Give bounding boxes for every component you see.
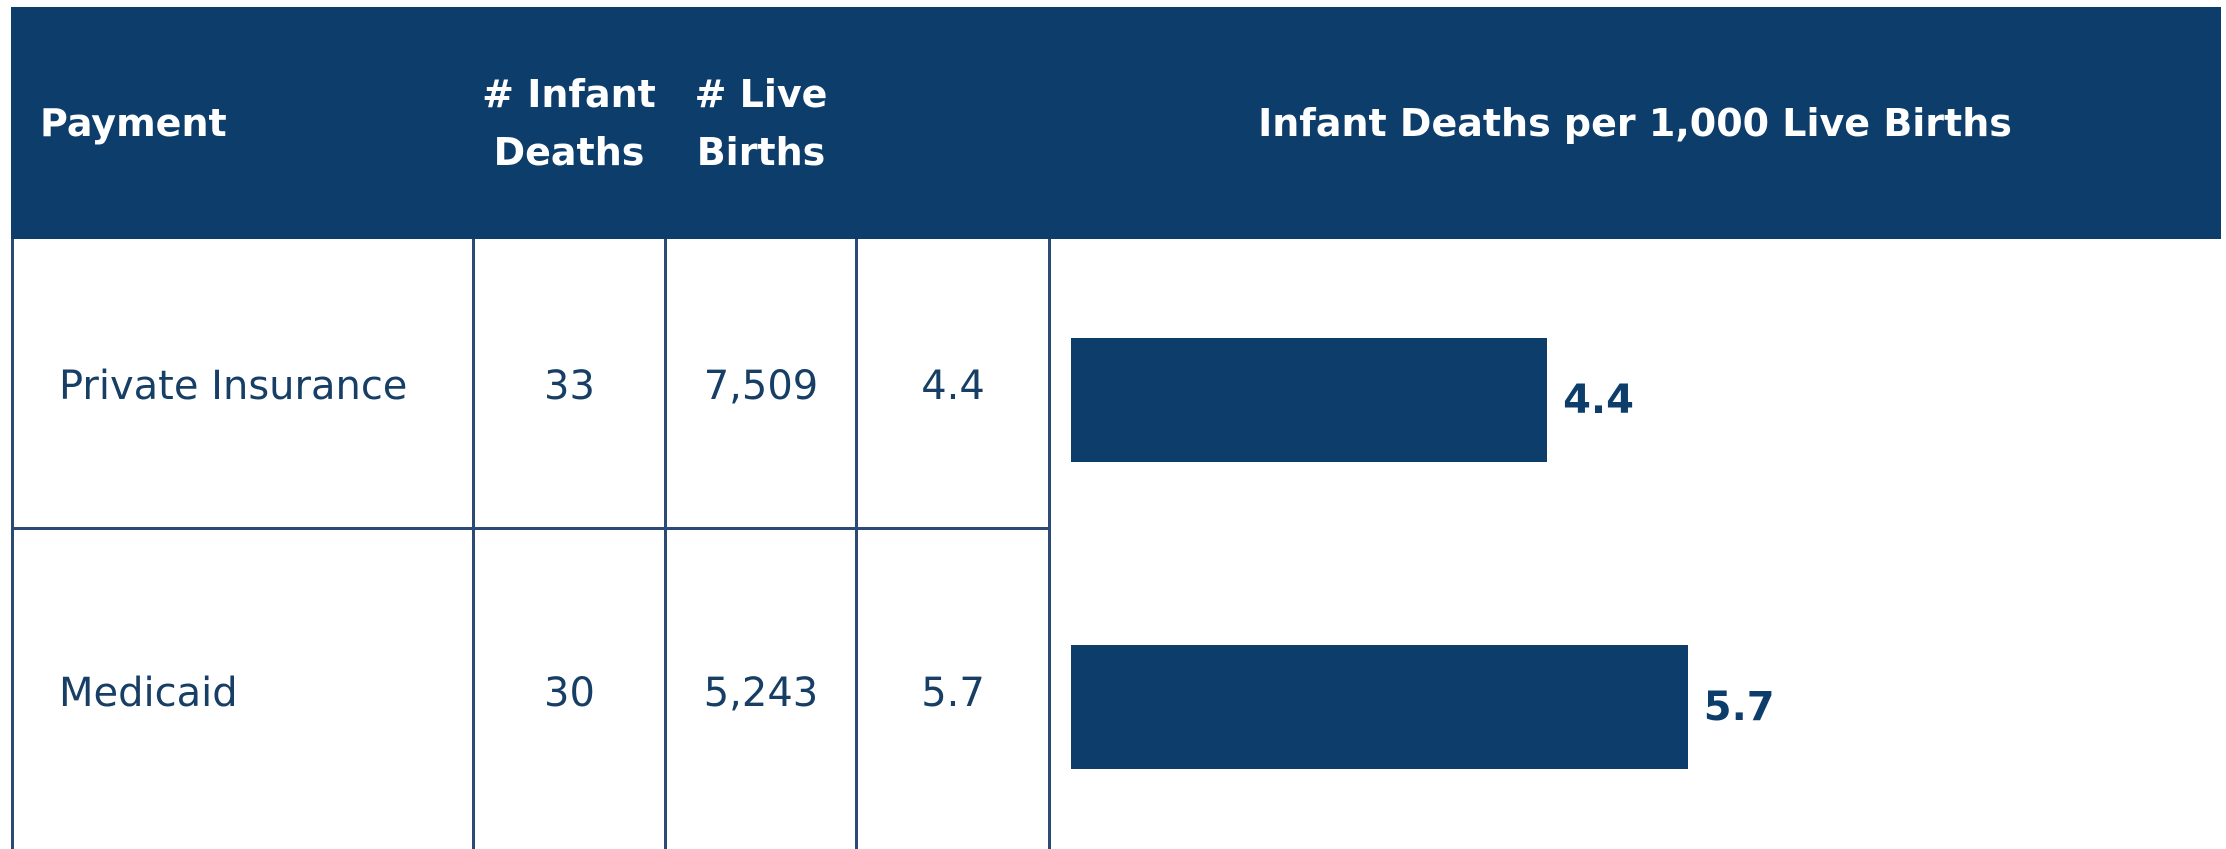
- column-divider: [855, 239, 858, 849]
- column-divider: [472, 239, 475, 849]
- row-label: Private Insurance: [59, 363, 408, 409]
- row-label: Medicaid: [59, 670, 238, 716]
- cell-infant-deaths: 30: [544, 670, 595, 716]
- cell-infant-deaths: 33: [544, 363, 595, 409]
- header-band: [11, 7, 2221, 239]
- chart-title: Infant Deaths per 1,000 Live Births: [1258, 101, 2012, 145]
- cell-rate: 4.4: [921, 363, 985, 409]
- data-label: 5.7: [1703, 684, 1775, 730]
- data-label: 4.4: [1563, 377, 1634, 423]
- bar: [1071, 338, 1548, 462]
- column-header: Payment: [40, 101, 227, 145]
- table-border: [11, 239, 14, 849]
- bar: [1071, 645, 1688, 769]
- column-header: # Infant Deaths: [482, 72, 656, 174]
- cell-live-births: 5,243: [703, 670, 819, 716]
- cell-live-births: 7,509: [703, 363, 819, 409]
- column-divider: [664, 239, 667, 849]
- row-divider: [11, 527, 1049, 530]
- column-divider: [1048, 239, 1051, 849]
- column-header: # Live Births: [694, 72, 828, 174]
- cell-rate: 5.7: [921, 670, 985, 716]
